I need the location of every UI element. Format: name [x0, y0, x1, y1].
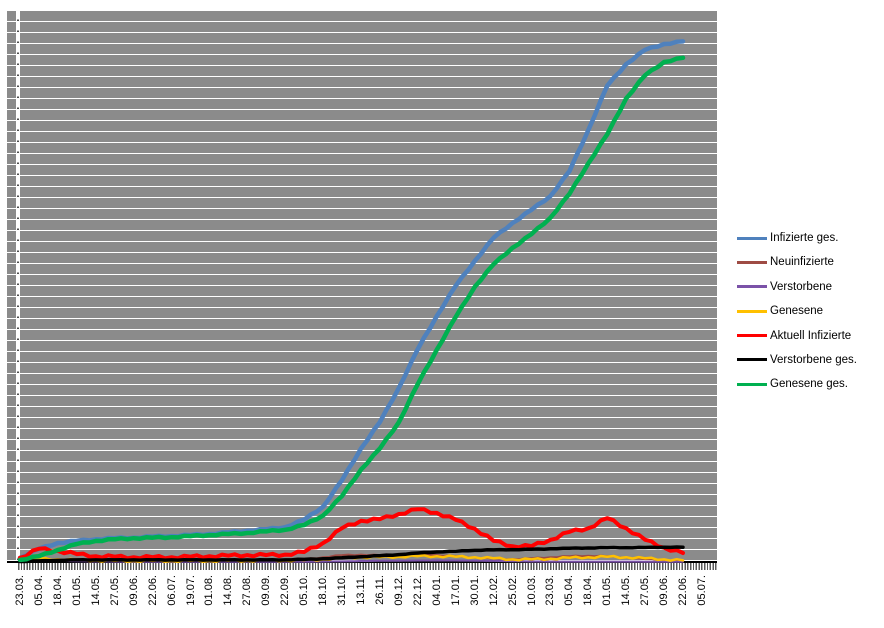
x-axis-label: 18.04.	[582, 575, 595, 606]
legend-label: Genesene ges.	[770, 378, 849, 391]
chart-plot-area[interactable]	[7, 10, 717, 562]
x-axis-label: 12.02.	[487, 575, 500, 606]
x-axis-label: 22.06.	[677, 575, 689, 606]
legend-line-swatch-icon	[737, 260, 767, 264]
legend-label: Infizierte ges.	[770, 232, 839, 244]
legend-label: Genesene	[770, 305, 824, 318]
x-axis-label: 19.07.	[184, 575, 197, 606]
x-axis-label: 18.10.	[317, 575, 330, 606]
x-axis-label: 22.12.	[411, 575, 424, 606]
x-axis-label: 01.05.	[70, 575, 83, 606]
x-axis-label: 09.12.	[392, 575, 405, 606]
x-axis-label: 27.08.	[241, 575, 254, 606]
legend-line-swatch-icon	[737, 309, 767, 313]
legend-label: Verstorbene ges.	[770, 353, 857, 366]
legend-line-swatch-icon	[737, 382, 767, 386]
x-axis-label: 10.03.	[525, 575, 538, 606]
chart-legend: Infizierte ges. Neuinfizierte Verstorbene G…	[737, 231, 857, 402]
x-axis-label: 05.04.	[32, 575, 45, 606]
legend-item-neuinfizierte[interactable]: Neuinfizierte	[737, 255, 857, 269]
x-axis-label: 06.07.	[165, 575, 178, 606]
x-axis-label: 23.03.	[544, 575, 557, 606]
x-axis-label: 22.06.	[146, 575, 159, 606]
x-axis-label: 14.05.	[89, 575, 102, 606]
legend-item-infizierte-ges[interactable]: Infizierte ges.	[737, 231, 857, 245]
x-axis-label: 01.08.	[203, 575, 216, 606]
legend-label: Verstorbene	[770, 280, 833, 293]
legend-item-verstorbene[interactable]: Verstorbene	[737, 280, 857, 294]
x-axis-label: 18.04.	[51, 575, 64, 606]
legend-line-swatch-icon	[737, 334, 767, 338]
legend-line-swatch-icon	[737, 236, 767, 240]
x-axis-label: 30.01.	[468, 575, 481, 606]
legend-item-genesene-ges[interactable]: Genesene ges.	[737, 377, 857, 391]
x-axis-label: 23.03.	[14, 575, 26, 606]
x-axis-label: 09.06.	[658, 575, 671, 606]
x-axis-label: 25.02.	[506, 575, 519, 606]
legend-label: Neuinfizierte	[770, 256, 834, 269]
legend-label: Aktuell Infizierte	[770, 329, 852, 342]
x-axis-label: 14.08.	[222, 575, 235, 606]
series-line-aktuell-infizierte[interactable]	[18, 507, 685, 561]
legend-line-swatch-icon	[737, 358, 767, 362]
x-axis-label: 04.01.	[430, 575, 443, 606]
x-axis-label: 13.11.	[355, 575, 367, 605]
x-axis-minor-ticks	[18, 563, 717, 570]
x-axis-label: 05.04.	[563, 575, 576, 606]
x-axis-label: 27.05.	[639, 575, 652, 606]
x-axis-label: 09.09.	[260, 575, 273, 606]
legend-item-verstorbene-ges[interactable]: Verstorbene ges.	[737, 353, 857, 367]
x-axis-label: 09.06.	[127, 575, 140, 606]
x-axis-label: 22.09.	[279, 575, 292, 606]
legend-item-genesene[interactable]: Genesene	[737, 304, 857, 318]
legend-item-aktuell-infizierte[interactable]: Aktuell Infizierte	[737, 329, 857, 343]
series-line-genesene-ges[interactable]	[17, 55, 686, 563]
x-axis-label: 01.05.	[601, 575, 614, 606]
series-line-verstorbene-ges[interactable]	[18, 545, 685, 564]
x-axis-label: 31.10.	[336, 575, 348, 606]
x-axis-label: 05.07.	[696, 575, 708, 606]
x-axis-label: 05.10.	[298, 575, 311, 606]
x-axis-label: 14.05.	[620, 575, 633, 606]
y-axis-tick-marks	[17, 10, 19, 562]
legend-line-swatch-icon	[737, 285, 767, 289]
x-axis-label: 26.11.	[373, 575, 386, 605]
x-axis-label: 17.01.	[449, 575, 462, 606]
x-axis-label: 27.05.	[108, 575, 121, 606]
